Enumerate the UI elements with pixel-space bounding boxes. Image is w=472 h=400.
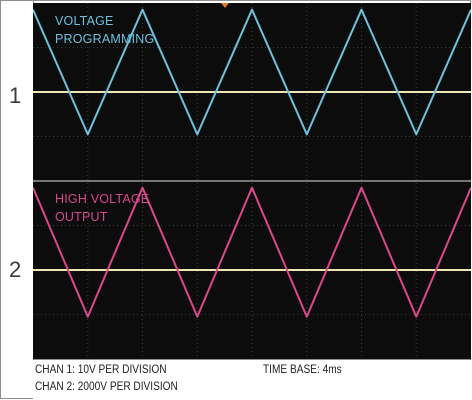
oscilloscope-screen: VOLTAGE PROGRAMMING HIGH VOLTAGE OUTPUT: [33, 3, 471, 359]
channel-1-label-line: PROGRAMMING: [55, 32, 154, 46]
chan2-scale-text: CHAN 2: 2000V PER DIVISION: [35, 381, 178, 393]
channel-gutter: 1 2: [1, 1, 34, 359]
channel-1-number: 1: [9, 83, 22, 108]
channel-2-label-line: OUTPUT: [55, 210, 108, 224]
channel-1-waveform: [33, 8, 471, 136]
trace-labels: VOLTAGE PROGRAMMING HIGH VOLTAGE OUTPUT: [55, 14, 154, 224]
timebase-text: TIME BASE: 4ms: [263, 364, 342, 376]
scope-plot: VOLTAGE PROGRAMMING HIGH VOLTAGE OUTPUT: [33, 3, 471, 359]
channel-2-waveform: [33, 186, 471, 318]
channel-2-number: 2: [9, 257, 22, 282]
trigger-marker-icon: [221, 3, 229, 8]
graticule: [33, 3, 471, 359]
chan1-scale-text: CHAN 1: 10V PER DIVISION: [35, 364, 167, 376]
channel-1-label-line: VOLTAGE: [55, 14, 114, 28]
channel-2-label-line: HIGH VOLTAGE: [55, 192, 149, 206]
traces: [33, 8, 471, 318]
scope-settings-footer: CHAN 1: 10V PER DIVISION CHAN 2: 2000V P…: [33, 359, 471, 400]
